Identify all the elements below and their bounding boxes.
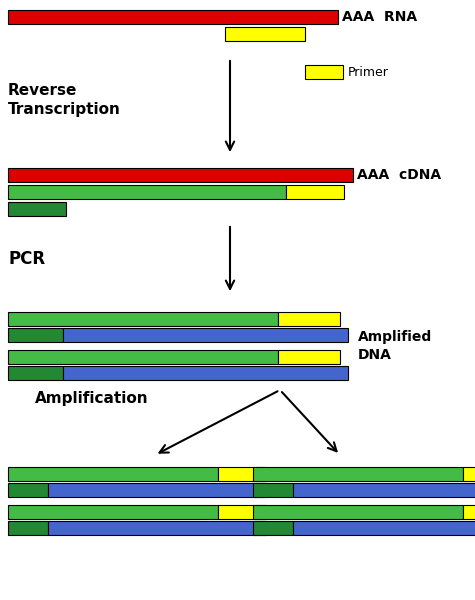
- Text: Primer: Primer: [348, 65, 389, 79]
- Bar: [63, 366, 348, 380]
- Bar: [8, 467, 218, 481]
- Bar: [225, 27, 305, 41]
- Bar: [8, 505, 218, 519]
- Bar: [8, 328, 63, 342]
- Bar: [48, 483, 266, 497]
- Bar: [253, 467, 463, 481]
- Bar: [8, 521, 48, 535]
- Bar: [463, 505, 475, 519]
- Bar: [63, 328, 348, 342]
- Bar: [218, 505, 266, 519]
- Bar: [463, 467, 475, 481]
- Bar: [218, 467, 266, 481]
- Bar: [305, 65, 343, 79]
- Text: PCR: PCR: [8, 250, 45, 268]
- Bar: [253, 483, 293, 497]
- Bar: [8, 312, 278, 326]
- Bar: [253, 505, 463, 519]
- Text: Amplification: Amplification: [35, 391, 149, 406]
- Bar: [8, 483, 48, 497]
- Text: Reverse
Transcription: Reverse Transcription: [8, 83, 121, 117]
- Bar: [286, 185, 344, 199]
- Bar: [8, 366, 63, 380]
- Bar: [293, 521, 475, 535]
- Text: AAA  RNA: AAA RNA: [342, 10, 417, 24]
- Bar: [8, 185, 286, 199]
- Bar: [8, 202, 66, 216]
- Bar: [8, 350, 278, 364]
- Bar: [278, 312, 340, 326]
- Bar: [48, 521, 266, 535]
- Bar: [8, 10, 338, 24]
- Bar: [278, 350, 340, 364]
- Bar: [253, 521, 293, 535]
- Bar: [8, 168, 353, 182]
- Text: Amplified
DNA: Amplified DNA: [358, 331, 432, 362]
- Bar: [293, 483, 475, 497]
- Text: AAA  cDNA: AAA cDNA: [357, 168, 441, 182]
